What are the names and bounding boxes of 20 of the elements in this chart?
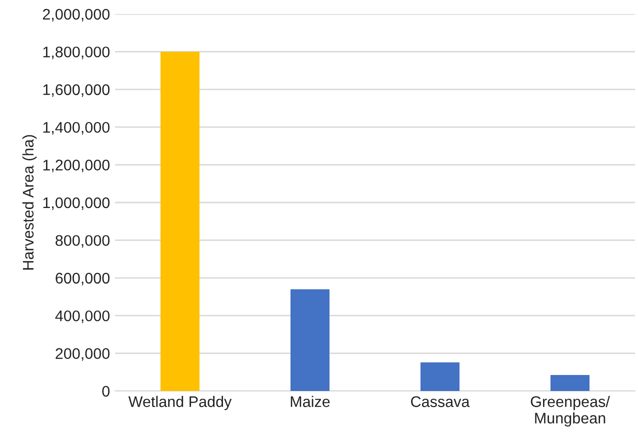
y-tick-label: 800,000 — [56, 235, 110, 248]
y-tick-label: 600,000 — [56, 272, 110, 286]
y-tick-label: 1,400,000 — [43, 122, 110, 135]
x-tick-label: Wetland Paddy — [128, 396, 232, 410]
y-tick-label: 1,600,000 — [43, 84, 110, 97]
x-tick-label: Cassava — [411, 396, 470, 408]
bar — [420, 362, 460, 391]
x-tick-label: Maize — [290, 396, 330, 408]
bar — [160, 52, 200, 391]
x-tick-label: Greenpeas/ Mungbean — [530, 396, 610, 427]
y-tick-label: 0 — [102, 386, 110, 397]
y-tick-label: 1,800,000 — [43, 46, 110, 60]
bar — [550, 374, 590, 391]
y-tick-label: 1,000,000 — [43, 197, 110, 210]
y-tick-label: 400,000 — [55, 310, 110, 324]
y-axis-title: Harvested Area (ha) — [22, 135, 37, 270]
y-tick-label: 1,200,000 — [43, 160, 110, 172]
y-tick-label: 200,000 — [56, 348, 110, 361]
bar — [290, 289, 330, 391]
y-tick-label: 2,000,000 — [42, 8, 110, 22]
